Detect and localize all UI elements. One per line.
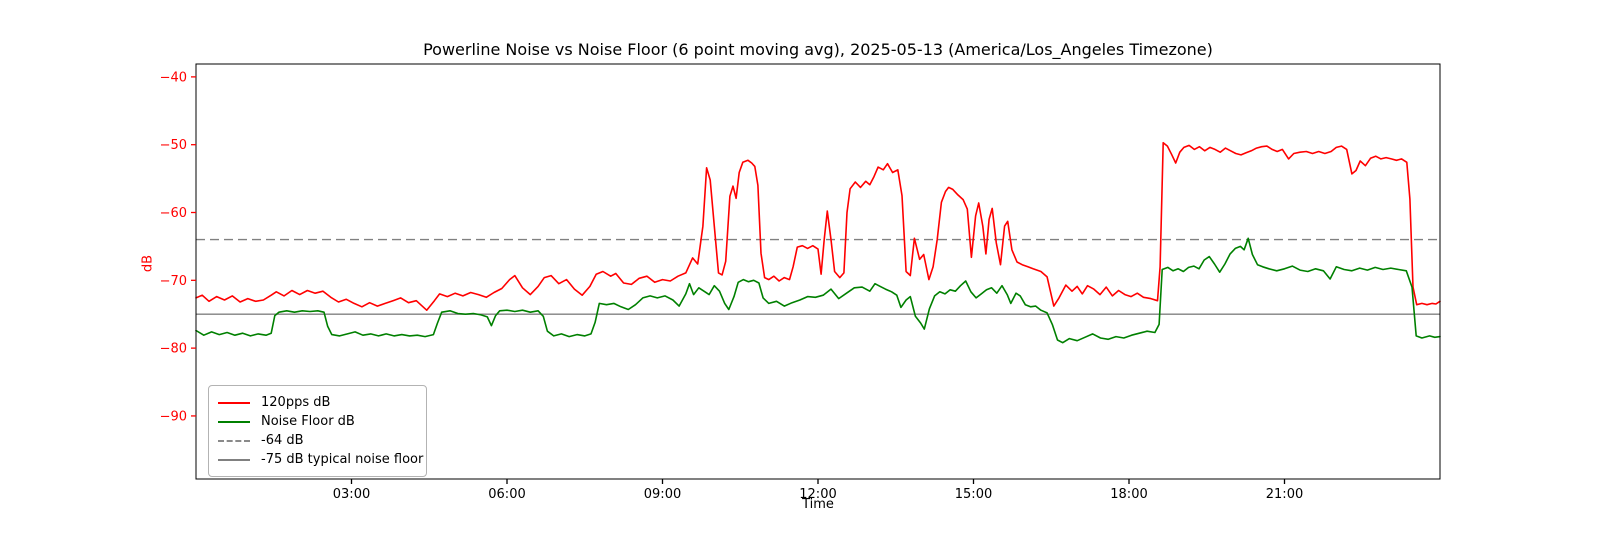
x-axis-label: Time <box>802 497 834 512</box>
legend-label: Noise Floor dB <box>261 414 355 429</box>
legend-line-red-icon <box>218 401 250 404</box>
legend-label: 120pps dB <box>261 395 331 410</box>
legend-item-64db: -64 dB <box>218 431 417 450</box>
y-tick-label: −80 <box>160 342 187 357</box>
legend-item-noise-floor: Noise Floor dB <box>218 412 417 431</box>
y-tick-label: −60 <box>160 206 187 221</box>
y-tick-label: −40 <box>160 70 187 85</box>
x-tick-label: 09:00 <box>644 487 681 502</box>
legend-line-dashed-icon <box>218 439 250 442</box>
x-tick-label: 18:00 <box>1110 487 1147 502</box>
y-tick-label: −50 <box>160 138 187 153</box>
legend-label: -64 dB <box>261 433 304 448</box>
y-axis-label: dB <box>140 254 156 273</box>
legend-line-gray-icon <box>218 458 250 461</box>
legend: 120pps dB Noise Floor dB -64 dB -75 dB t… <box>208 385 427 477</box>
x-tick-label: 06:00 <box>488 487 525 502</box>
x-tick-label: 21:00 <box>1266 487 1303 502</box>
x-tick-label: 03:00 <box>333 487 370 502</box>
legend-label: -75 dB typical noise floor <box>261 452 424 467</box>
legend-item-75db: -75 dB typical noise floor <box>218 450 423 469</box>
chart-title: Powerline Noise vs Noise Floor (6 point … <box>423 40 1213 59</box>
series-noise-floor-db <box>195 237 1441 344</box>
series-120pps-db <box>195 141 1441 311</box>
legend-line-green-icon <box>218 420 250 423</box>
x-tick-label: 15:00 <box>955 487 992 502</box>
legend-item-120pps: 120pps dB <box>218 393 417 412</box>
y-tick-label: −70 <box>160 274 187 289</box>
x-tick-label: 12:00 <box>799 487 836 502</box>
y-tick-label: −90 <box>160 409 187 424</box>
